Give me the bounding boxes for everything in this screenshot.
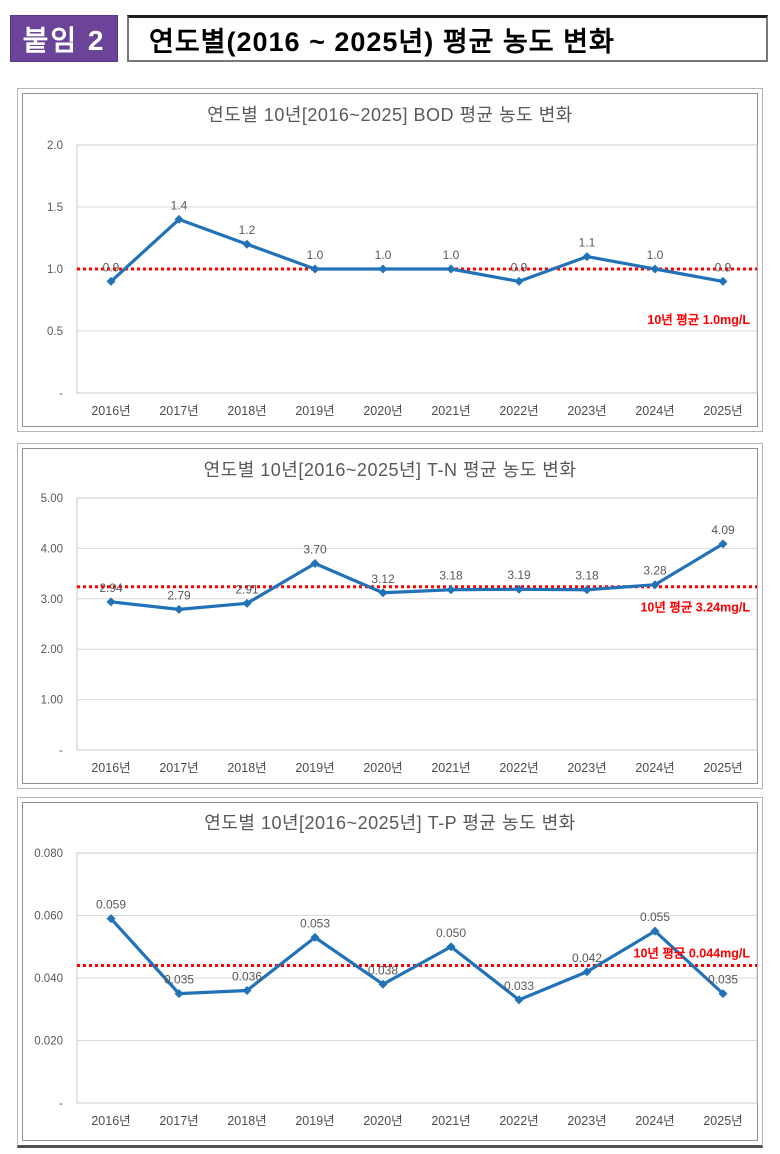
svg-text:2025년: 2025년 [703,761,742,775]
svg-text:3.18: 3.18 [575,569,599,583]
svg-text:2016년: 2016년 [91,1114,130,1128]
svg-text:2.91: 2.91 [235,582,259,596]
svg-text:2018년: 2018년 [227,1114,266,1128]
svg-text:2019년: 2019년 [295,761,334,775]
svg-text:0.020: 0.020 [34,1036,63,1048]
svg-text:2018년: 2018년 [227,404,266,418]
svg-text:2022년: 2022년 [499,404,538,418]
svg-text:2.79: 2.79 [167,588,191,602]
svg-text:5.00: 5.00 [41,493,63,505]
svg-text:2024년: 2024년 [635,761,674,775]
page-title: 연도별(2016 ~ 2025년) 평균 농도 변화 [127,15,768,62]
bod-chart-title: 연도별 10년[2016~2025] BOD 평균 농도 변화 [207,105,573,125]
tn-chart-box: 연도별 10년[2016~2025년] T-N 평균 농도 변화 5.00 4.0… [17,443,763,789]
svg-text:0.033: 0.033 [504,979,534,993]
svg-text:1.1: 1.1 [579,236,596,250]
svg-text:2017년: 2017년 [159,1114,198,1128]
svg-text:10년 평균 0.044mg/L: 10년 평균 0.044mg/L [634,946,751,961]
svg-text:2021년: 2021년 [431,404,470,418]
svg-text:2023년: 2023년 [567,404,606,418]
svg-text:2022년: 2022년 [499,1114,538,1128]
svg-text:-: - [59,745,63,757]
svg-text:3.19: 3.19 [507,568,531,582]
svg-text:0.059: 0.059 [96,898,126,912]
svg-text:4.00: 4.00 [41,543,63,555]
svg-text:0.060: 0.060 [34,911,63,923]
svg-text:2.00: 2.00 [41,644,63,656]
svg-text:3.12: 3.12 [371,572,395,586]
svg-text:0.055: 0.055 [640,910,670,924]
svg-text:0.9: 0.9 [715,260,732,274]
svg-text:2.94: 2.94 [99,581,123,595]
page-title-text: 연도별(2016 ~ 2025년) 평균 농도 변화 [149,26,615,57]
svg-text:2025년: 2025년 [703,404,742,418]
tp-chart-box: 연도별 10년[2016~2025년] T-P 평균 농도 변화 0.080 0.… [17,797,763,1148]
svg-text:2020년: 2020년 [363,404,402,418]
svg-text:3.70: 3.70 [303,543,327,557]
attachment-badge: 붙임 2 [10,15,118,62]
svg-text:3.28: 3.28 [643,564,667,578]
svg-text:2.0: 2.0 [47,140,63,152]
svg-text:2023년: 2023년 [567,1114,606,1128]
tn-chart-title: 연도별 10년[2016~2025년] T-N 평균 농도 변화 [203,460,577,480]
svg-text:2025년: 2025년 [703,1114,742,1128]
svg-text:2020년: 2020년 [363,1114,402,1128]
svg-text:0.9: 0.9 [511,260,528,274]
svg-text:10년 평균 1.0mg/L: 10년 평균 1.0mg/L [647,312,750,327]
svg-text:0.050: 0.050 [436,926,466,940]
svg-text:1.0: 1.0 [375,248,392,262]
svg-text:2019년: 2019년 [295,1114,334,1128]
svg-text:1.0: 1.0 [647,248,664,262]
tn-line-chart: 5.00 4.00 3.00 2.00 1.00 - 2.94 2.79 2.91 3.70 3.1… [41,493,758,775]
svg-text:2017년: 2017년 [159,761,198,775]
svg-text:0.042: 0.042 [572,951,602,965]
svg-text:2020년: 2020년 [363,761,402,775]
tp-line-chart: 0.080 0.060 0.040 0.020 - 0.059 0.035 0.036 0.05… [34,848,758,1128]
svg-text:0.080: 0.080 [34,848,63,860]
svg-text:0.5: 0.5 [47,326,63,338]
svg-text:2021년: 2021년 [431,1114,470,1128]
svg-text:-: - [59,1098,63,1110]
svg-text:0.053: 0.053 [300,916,330,930]
svg-text:2019년: 2019년 [295,404,334,418]
svg-text:0.9: 0.9 [103,260,120,274]
svg-text:0.035: 0.035 [164,973,194,987]
svg-text:0.035: 0.035 [708,973,738,987]
svg-text:2024년: 2024년 [635,404,674,418]
svg-text:0.040: 0.040 [34,973,63,985]
svg-text:-: - [59,388,63,400]
svg-text:2024년: 2024년 [635,1114,674,1128]
svg-text:2018년: 2018년 [227,761,266,775]
svg-text:1.4: 1.4 [171,198,188,212]
svg-text:0.038: 0.038 [368,963,398,977]
svg-text:1.5: 1.5 [47,202,63,214]
svg-text:2021년: 2021년 [431,761,470,775]
svg-text:2022년: 2022년 [499,761,538,775]
svg-text:3.00: 3.00 [41,594,63,606]
svg-text:1.0: 1.0 [307,248,324,262]
svg-text:2023년: 2023년 [567,761,606,775]
svg-text:2016년: 2016년 [91,404,130,418]
svg-text:0.036: 0.036 [232,970,262,984]
svg-text:4.09: 4.09 [711,523,735,537]
tp-chart-title: 연도별 10년[2016~2025년] T-P 평균 농도 변화 [204,813,576,833]
bod-line-chart: 2.0 1.5 1.0 0.5 - 0.9 1.4 1.2 1.0 1.0 1.0 0.9 1.1 1.0… [47,140,758,418]
bod-chart-box: 연도별 10년[2016~2025] BOD 평균 농도 변화 2.0 1.5 1.… [17,88,763,432]
svg-text:10년 평균 3.24mg/L: 10년 평균 3.24mg/L [640,600,750,615]
svg-text:1.0: 1.0 [47,264,63,276]
svg-text:1.00: 1.00 [41,695,63,707]
svg-text:2017년: 2017년 [159,404,198,418]
svg-text:3.18: 3.18 [439,569,463,583]
svg-text:1.0: 1.0 [443,248,460,262]
svg-text:1.2: 1.2 [239,223,256,237]
svg-text:2016년: 2016년 [91,761,130,775]
